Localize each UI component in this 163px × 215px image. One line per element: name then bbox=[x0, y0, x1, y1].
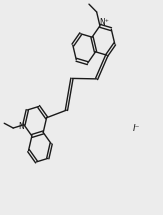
Text: I⁻: I⁻ bbox=[133, 124, 140, 133]
Text: N: N bbox=[18, 122, 24, 131]
Text: N⁺: N⁺ bbox=[99, 18, 109, 27]
